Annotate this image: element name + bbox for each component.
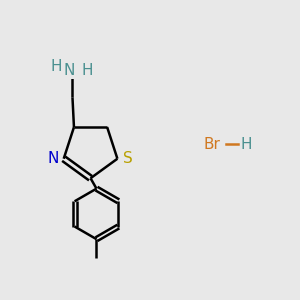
Text: N: N — [64, 63, 75, 78]
Text: H: H — [82, 63, 93, 78]
Text: S: S — [123, 151, 133, 166]
Text: Br: Br — [203, 136, 220, 152]
Text: H: H — [50, 59, 62, 74]
Text: N: N — [48, 151, 59, 166]
Text: H: H — [241, 136, 252, 152]
